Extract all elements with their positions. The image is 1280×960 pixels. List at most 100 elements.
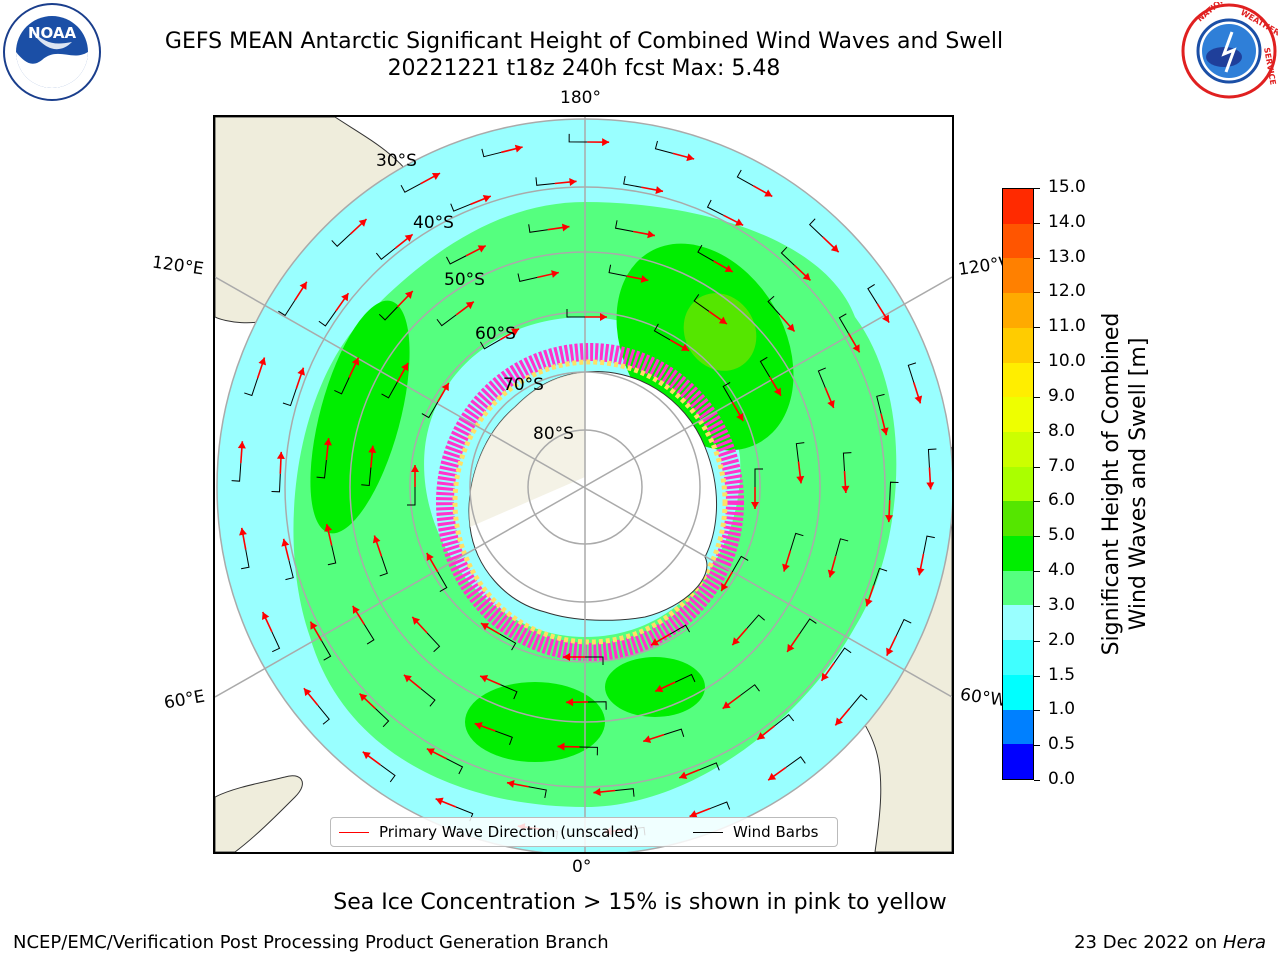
- wave-arrow-head: [441, 382, 449, 392]
- wind-barb: [334, 377, 350, 395]
- wind-barb: [436, 314, 457, 327]
- lon-label-60e: 60°E: [162, 686, 207, 714]
- legend-primary-wave-swatch: [339, 832, 369, 833]
- wave-arrow-head: [561, 223, 570, 232]
- wind-barb: [380, 764, 396, 783]
- wind-barb: [285, 560, 294, 581]
- wave-arrow-head: [835, 717, 843, 726]
- wind-barb: [566, 309, 585, 318]
- footer-organization: NCEP/EMC/Verification Post Processing Pr…: [13, 932, 609, 953]
- wind-barb: [316, 459, 327, 479]
- wind-barb: [907, 362, 917, 383]
- colorbar-label-line2: Wind Waves and Swell [m]: [1126, 337, 1151, 631]
- colorbar-bin: [1003, 744, 1033, 779]
- chart-title: GEFS MEAN Antarctic Significant Height o…: [164, 29, 1004, 54]
- wave-arrow-head: [724, 264, 733, 272]
- wave-arrow-head: [655, 186, 664, 194]
- colorbar-label: Significant Height of Combined Wind Wave…: [1098, 284, 1158, 684]
- wave-arrow-head: [802, 272, 811, 281]
- wind-barb: [375, 708, 390, 728]
- lat-label-30s: 30°S: [376, 151, 417, 171]
- colorbar-tick-mark: [1034, 188, 1040, 189]
- wave-arrow-head: [782, 563, 790, 572]
- wave-arrow-head: [426, 552, 434, 562]
- wave-arrow-head: [880, 427, 889, 436]
- wave-arrow-head: [323, 438, 332, 446]
- wave-arrow-head: [372, 535, 381, 544]
- wind-barb: [746, 614, 766, 629]
- wave-arrow-head: [465, 301, 474, 310]
- colorbar-tick-label: 15.0: [1048, 177, 1086, 197]
- wave-arrow-head: [593, 787, 601, 796]
- wind-barb: [699, 762, 720, 771]
- wind-barb: [774, 714, 795, 727]
- wave-arrow-head: [303, 688, 312, 697]
- lon-label-180: 180°: [560, 88, 601, 108]
- wave-arrow-head: [768, 772, 777, 781]
- wave-arrow-head: [679, 771, 688, 779]
- wave-arrow-head: [643, 735, 652, 744]
- wave-arrow-head: [341, 293, 349, 302]
- colorbar-bin: [1003, 466, 1033, 502]
- colorbar-tick-mark: [1034, 362, 1040, 364]
- wave-arrow-head: [368, 445, 377, 453]
- colorbar-tick-mark: [1034, 536, 1040, 538]
- wind-barb: [481, 148, 502, 158]
- wave-arrow-head: [732, 637, 740, 646]
- wave-arrow-head: [773, 387, 781, 396]
- wind-barb: [528, 224, 548, 233]
- wind-barb: [318, 310, 337, 327]
- wave-arrow-head: [830, 244, 839, 253]
- wind-barb: [780, 246, 795, 266]
- colorbar-tick-mark: [1034, 640, 1040, 642]
- wave-arrow-head: [886, 647, 894, 656]
- polar-map-canvas: [215, 117, 952, 852]
- colorbar-tick-mark: [1034, 292, 1040, 294]
- wave-arrow-head: [359, 693, 368, 702]
- colorbar-tick-label: 2.0: [1048, 629, 1076, 650]
- wave-arrow-head: [239, 527, 247, 536]
- wind-barb: [437, 571, 448, 593]
- wind-barb: [675, 673, 696, 683]
- wind-barb: [927, 448, 937, 468]
- polar-map: [213, 115, 954, 854]
- wind-barb: [706, 199, 724, 216]
- wind-barb: [499, 633, 517, 651]
- colorbar-tick-label: 3.0: [1048, 594, 1076, 615]
- wave-arrow-head: [827, 399, 835, 408]
- wave-arrow-head: [722, 701, 731, 709]
- wave-arrow-head: [551, 270, 559, 278]
- wind-barb: [623, 175, 642, 188]
- lon-label-0: 0°: [572, 857, 592, 877]
- wave-arrow-head: [569, 178, 577, 187]
- colorbar-tick-label: 0.5: [1048, 734, 1076, 755]
- wave-arrow-head: [514, 144, 523, 153]
- colorbar-bin: [1003, 362, 1033, 398]
- colorbar-tick-label: 12.0: [1048, 281, 1086, 302]
- wave-arrow-head: [600, 313, 607, 321]
- wind-barb: [528, 786, 547, 799]
- wind-barb: [517, 273, 538, 282]
- colorbar-bin: [1003, 397, 1033, 432]
- footer-date-text: 23 Dec 2022 on: [1074, 932, 1223, 953]
- wave-arrow-head: [689, 810, 698, 818]
- wind-barb: [407, 487, 416, 506]
- wave-arrow-head: [916, 567, 925, 576]
- colorbar-tick-mark: [1034, 675, 1040, 677]
- wind-barb: [731, 555, 749, 573]
- colorbar-bin: [1003, 431, 1033, 467]
- wave-arrow-head: [557, 742, 565, 751]
- wind-barb: [654, 140, 673, 154]
- colorbar-bin: [1003, 501, 1033, 537]
- wave-arrow-head: [821, 672, 829, 681]
- wind-barb: [873, 567, 888, 586]
- colorbar-tick-mark: [1034, 571, 1040, 573]
- wave-arrow-head: [914, 395, 923, 404]
- colorbar-tick-label: 0.0: [1048, 769, 1076, 789]
- colorbar-tick-label: 4.0: [1048, 560, 1076, 581]
- wind-barb: [817, 367, 826, 388]
- wind-barb: [500, 684, 518, 700]
- wave-arrow-head: [510, 328, 520, 336]
- wave-arrow-head: [401, 362, 409, 372]
- colorbar-tick-label: 9.0: [1048, 385, 1076, 406]
